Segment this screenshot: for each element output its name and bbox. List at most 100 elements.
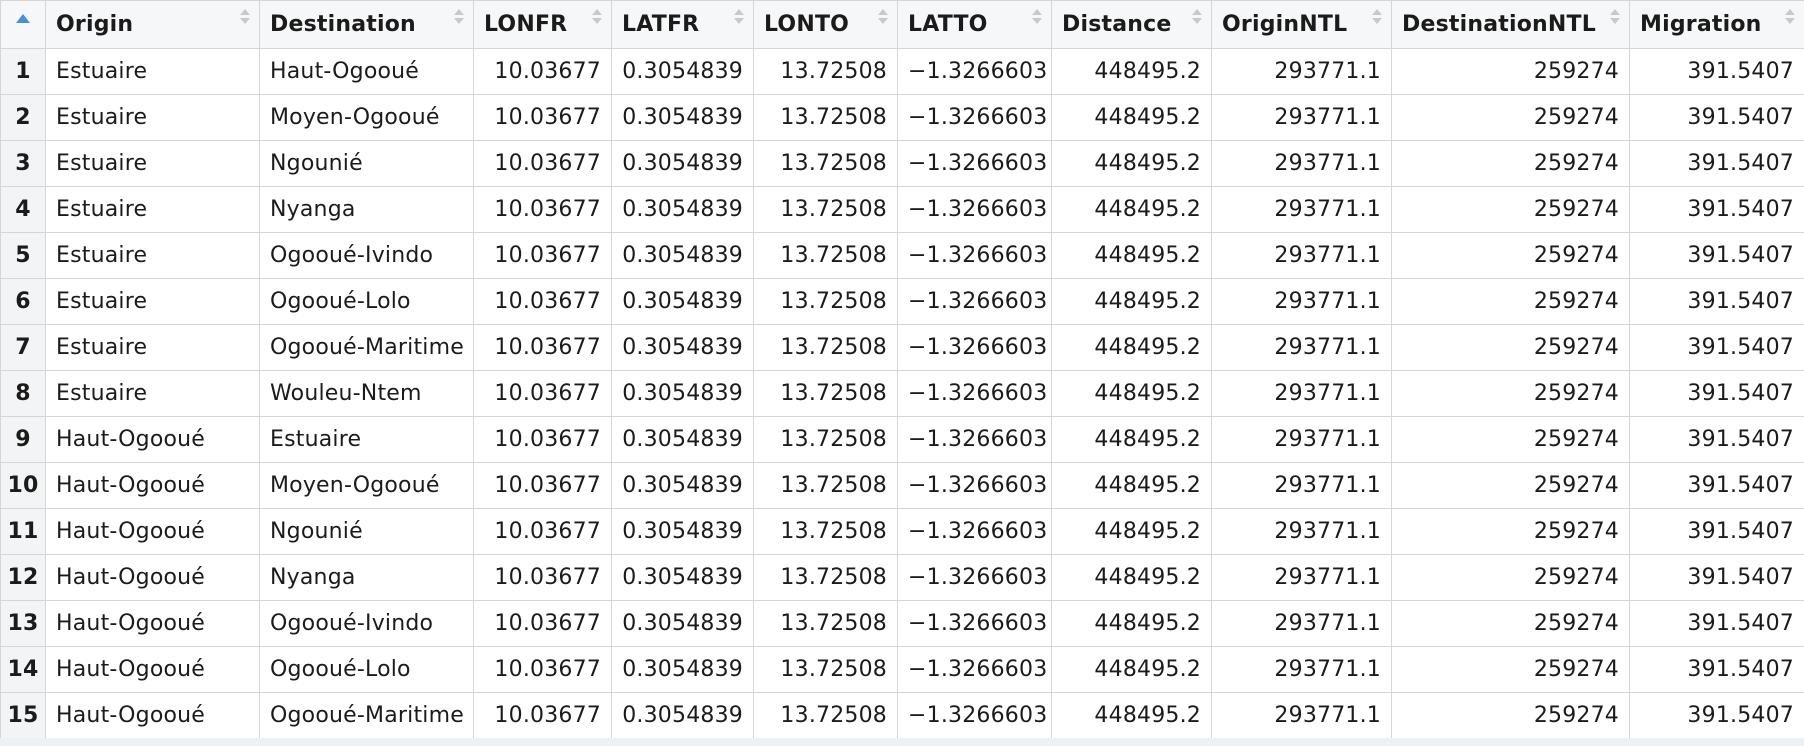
cell-destinationntl: 259274 [1391,508,1630,555]
column-header-originntl[interactable]: OriginNTL [1211,0,1392,49]
cell-latto: −1.3266603 [897,232,1052,279]
table-row[interactable]: 15 Haut-Ogooué Ogooué-Maritime 10.03677 0.30… [0,692,1804,739]
cell-lonto: 13.72508 [753,554,898,601]
sort-icon [240,9,250,27]
cell-destinationntl: 259274 [1391,646,1630,693]
column-header-label: Destination [270,12,416,37]
row-number: 1 [0,48,46,95]
cell-latfr: 0.3054839 [611,324,754,371]
cell-originntl: 293771.1 [1211,324,1392,371]
cell-latfr: 0.3054839 [611,140,754,187]
cell-destinationntl: 259274 [1391,692,1630,739]
column-header-lonfr[interactable]: LONFR [473,0,612,49]
cell-distance: 448495.2 [1051,232,1212,279]
table-row[interactable]: 9 Haut-Ogooué Estuaire 10.03677 0.3054839 13.… [0,416,1804,463]
cell-latto: −1.3266603 [897,140,1052,187]
cell-lonto: 13.72508 [753,232,898,279]
column-header-distance[interactable]: Distance [1051,0,1212,49]
table-row[interactable]: 5 Estuaire Ogooué-Ivindo 10.03677 0.3054839 1… [0,232,1804,279]
table-row[interactable]: 3 Estuaire Ngounié 10.03677 0.3054839 13.7250… [0,140,1804,187]
table-row[interactable]: 1 Estuaire Haut-Ogooué 10.03677 0.3054839 13.… [0,48,1804,95]
cell-lonto: 13.72508 [753,416,898,463]
cell-destination: Ogooué-Ivindo [259,600,474,647]
cell-lonto: 13.72508 [753,508,898,555]
cell-origin: Haut-Ogooué [45,646,260,693]
cell-destinationntl: 259274 [1391,554,1630,601]
table-row[interactable]: 7 Estuaire Ogooué-Maritime 10.03677 0.305483… [0,324,1804,371]
cell-latto: −1.3266603 [897,370,1052,417]
cell-originntl: 293771.1 [1211,370,1392,417]
row-number: 13 [0,600,46,647]
cell-destination: Ogooué-Lolo [259,646,474,693]
cell-destinationntl: 259274 [1391,416,1630,463]
table-row[interactable]: 10 Haut-Ogooué Moyen-Ogooué 10.03677 0.30548… [0,462,1804,509]
cell-latto: −1.3266603 [897,186,1052,233]
cell-lonto: 13.72508 [753,646,898,693]
cell-lonto: 13.72508 [753,692,898,739]
cell-destinationntl: 259274 [1391,370,1630,417]
cell-lonto: 13.72508 [753,370,898,417]
column-header-migration[interactable]: Migration [1629,0,1804,49]
cell-origin: Estuaire [45,278,260,325]
sort-icon [1032,9,1042,27]
cell-lonfr: 10.03677 [473,462,612,509]
cell-latfr: 0.3054839 [611,416,754,463]
table-row[interactable]: 13 Haut-Ogooué Ogooué-Ivindo 10.03677 0.3054… [0,600,1804,647]
cell-destinationntl: 259274 [1391,324,1630,371]
cell-distance: 448495.2 [1051,600,1212,647]
column-header-origin[interactable]: Origin [45,0,260,49]
cell-originntl: 293771.1 [1211,462,1392,509]
table-row[interactable]: 6 Estuaire Ogooué-Lolo 10.03677 0.3054839 13.… [0,278,1804,325]
cell-latto: −1.3266603 [897,416,1052,463]
cell-origin: Haut-Ogooué [45,692,260,739]
cell-migration: 391.5407 [1629,554,1804,601]
cell-latto: −1.3266603 [897,508,1052,555]
cell-origin: Estuaire [45,324,260,371]
cell-destination: Wouleu-Ntem [259,370,474,417]
cell-originntl: 293771.1 [1211,278,1392,325]
cell-migration: 391.5407 [1629,692,1804,739]
cell-latto: −1.3266603 [897,324,1052,371]
cell-migration: 391.5407 [1629,508,1804,555]
cell-migration: 391.5407 [1629,370,1804,417]
rownum-header[interactable] [0,0,46,49]
table-row[interactable]: 12 Haut-Ogooué Nyanga 10.03677 0.3054839 13.7… [0,554,1804,601]
cell-distance: 448495.2 [1051,692,1212,739]
row-number: 6 [0,278,46,325]
cell-destinationntl: 259274 [1391,278,1630,325]
table-row[interactable]: 2 Estuaire Moyen-Ogooué 10.03677 0.3054839 13… [0,94,1804,141]
table-row[interactable]: 8 Estuaire Wouleu-Ntem 10.03677 0.3054839 13.… [0,370,1804,417]
row-number: 7 [0,324,46,371]
cell-origin: Estuaire [45,186,260,233]
cell-lonfr: 10.03677 [473,48,612,95]
table-row[interactable]: 14 Haut-Ogooué Ogooué-Lolo 10.03677 0.305483… [0,646,1804,693]
cell-lonfr: 10.03677 [473,416,612,463]
cell-origin: Haut-Ogooué [45,508,260,555]
column-header-latfr[interactable]: LATFR [611,0,754,49]
cell-latfr: 0.3054839 [611,48,754,95]
table-row[interactable]: 4 Estuaire Nyanga 10.03677 0.3054839 13.72508… [0,186,1804,233]
sort-icon [454,9,464,27]
cell-destination: Ngounié [259,508,474,555]
table-row[interactable]: 11 Haut-Ogooué Ngounié 10.03677 0.3054839 13.… [0,508,1804,555]
cell-migration: 391.5407 [1629,416,1804,463]
cell-destination: Estuaire [259,416,474,463]
column-header-destinationntl[interactable]: DestinationNTL [1391,0,1630,49]
cell-latto: −1.3266603 [897,554,1052,601]
column-header-latto[interactable]: LATTO [897,0,1052,49]
cell-lonfr: 10.03677 [473,692,612,739]
horizontal-scroll-track[interactable] [0,738,1804,746]
column-header-destination[interactable]: Destination [259,0,474,49]
row-number: 10 [0,462,46,509]
row-number: 8 [0,370,46,417]
cell-destinationntl: 259274 [1391,140,1630,187]
cell-distance: 448495.2 [1051,140,1212,187]
cell-distance: 448495.2 [1051,48,1212,95]
row-number: 5 [0,232,46,279]
column-header-label: Distance [1062,12,1172,37]
row-number: 11 [0,508,46,555]
cell-lonfr: 10.03677 [473,370,612,417]
column-header-lonto[interactable]: LONTO [753,0,898,49]
cell-origin: Haut-Ogooué [45,416,260,463]
cell-latfr: 0.3054839 [611,232,754,279]
